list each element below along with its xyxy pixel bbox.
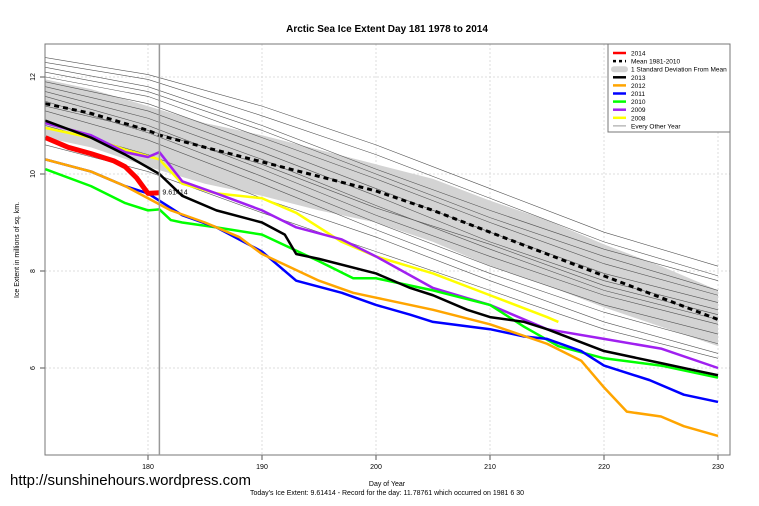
legend-label: 2009 xyxy=(631,107,646,114)
legend-label: Mean 1981-2010 xyxy=(631,59,681,66)
x-tick-label: 210 xyxy=(484,464,496,471)
x-tick-label: 190 xyxy=(256,464,268,471)
other-year-line xyxy=(45,110,719,345)
x-tick-label: 220 xyxy=(598,464,610,471)
other-year-line xyxy=(45,67,719,281)
series-line-2014 xyxy=(44,135,160,196)
series-line-2013 xyxy=(44,119,719,377)
series-line-2011 xyxy=(45,158,719,404)
other-years xyxy=(45,57,719,359)
plot-frame xyxy=(44,43,731,456)
y-tick-label: 6 xyxy=(30,366,37,370)
chart-subtitle: Today's Ice Extent: 9.61414 - Record for… xyxy=(250,490,524,497)
other-year-line xyxy=(45,86,719,311)
x-tick-label: 200 xyxy=(370,464,382,471)
legend-label: 2014 xyxy=(631,51,646,58)
other-year-line xyxy=(45,71,719,291)
chart-title: Arctic Sea Ice Extent Day 181 1978 to 20… xyxy=(286,24,488,35)
series-line-2009 xyxy=(45,121,719,370)
other-year-line xyxy=(45,57,719,267)
other-year-line xyxy=(45,96,719,325)
x-tick-label: 180 xyxy=(142,464,154,471)
axes: 180 190 200 210 220 230 6 8 10 12 xyxy=(30,43,731,471)
other-year-line xyxy=(45,144,719,359)
series-line-2012 xyxy=(45,158,719,438)
series-line-2010 xyxy=(44,167,719,379)
series-line-mean-1981-2010 xyxy=(45,102,719,321)
y-tick-label: 8 xyxy=(30,269,37,273)
legend-label: 2013 xyxy=(631,75,646,82)
legend-label: 2011 xyxy=(631,91,645,98)
annotation-current-value: 9.61414 xyxy=(162,190,187,197)
y-axis-label: Ice Extent in millions of sq. km. xyxy=(14,202,21,298)
sd-band-area xyxy=(45,79,718,347)
legend-box xyxy=(607,43,731,133)
series-lines xyxy=(44,102,719,438)
other-year-line xyxy=(45,105,719,315)
other-year-line xyxy=(45,125,719,354)
legend-label: Every Other Year xyxy=(631,123,681,130)
other-year-line xyxy=(45,76,719,296)
y-tick-label: 10 xyxy=(30,170,37,178)
other-year-line xyxy=(45,100,719,335)
legend-label: 2008 xyxy=(631,115,646,122)
legend-label: 2010 xyxy=(631,99,646,106)
legend-label: 2012 xyxy=(631,83,646,90)
series-line-2008 xyxy=(45,126,559,324)
legend-swatch xyxy=(611,66,628,73)
other-year-line xyxy=(45,81,719,303)
other-year-line xyxy=(45,91,719,320)
legend-label: 1 Standard Deviation From Mean xyxy=(631,67,727,74)
x-tick-label: 230 xyxy=(712,464,724,471)
watermark-url: http://sunshinehours.wordpress.com xyxy=(10,472,251,489)
x-axis-label: Day of Year xyxy=(369,481,406,488)
other-year-line xyxy=(45,62,719,277)
sd-band xyxy=(45,79,718,347)
y-tick-label: 12 xyxy=(30,73,37,81)
